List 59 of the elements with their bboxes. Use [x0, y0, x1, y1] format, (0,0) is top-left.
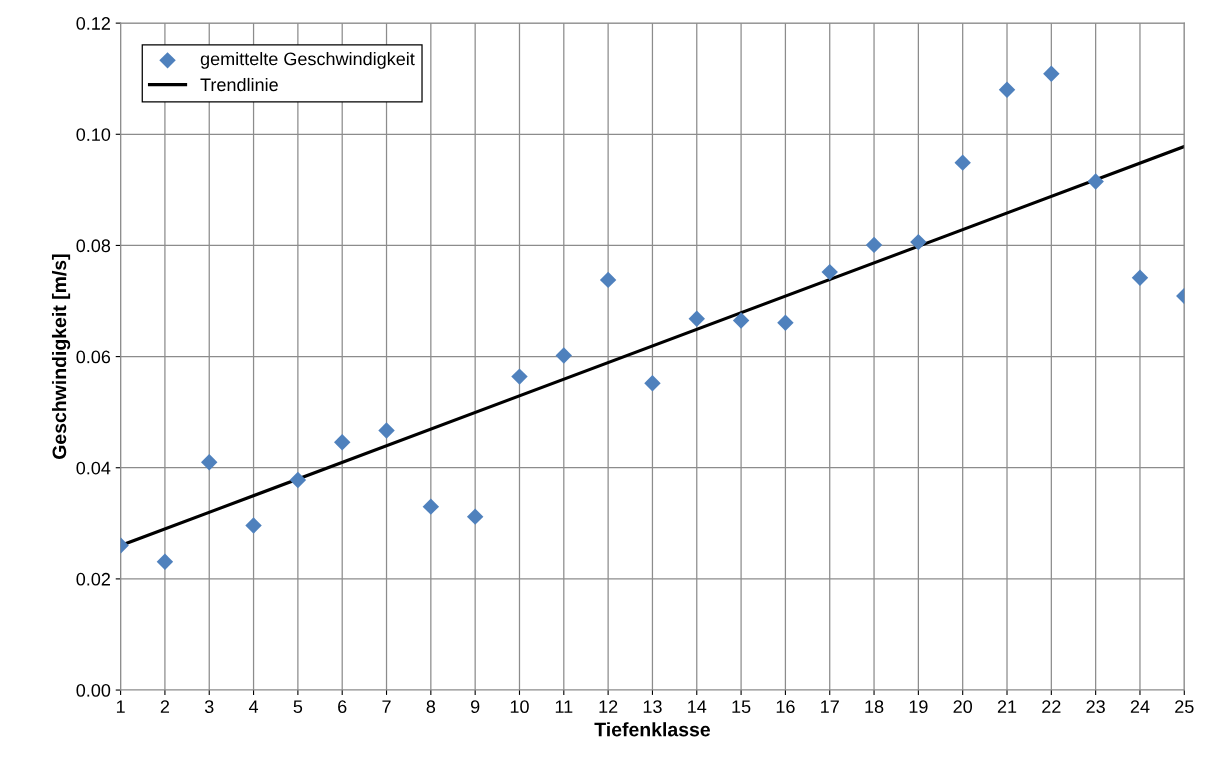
x-tick-label: 14 [688, 700, 707, 713]
x-tick-label: 12 [599, 700, 618, 713]
point [201, 453, 218, 471]
x-tick-label: 17 [821, 700, 839, 713]
x-tick-label: 4 [248, 700, 259, 713]
x-tick-label: 20 [953, 700, 973, 714]
y-tick-label: 0.04 [76, 461, 111, 475]
x-tick-label: 3 [204, 700, 214, 714]
point [1087, 173, 1104, 190]
x-tick-label: 18 [865, 700, 884, 714]
point [644, 375, 661, 392]
point [378, 422, 395, 439]
point [1131, 269, 1149, 286]
y-tick-label: 0.00 [76, 683, 111, 697]
point [1043, 65, 1060, 82]
point [998, 81, 1016, 99]
point [777, 314, 794, 331]
point [333, 433, 351, 451]
x-tick-label: 7 [382, 700, 391, 713]
x-tick-label: 24 [1130, 700, 1150, 713]
x-tick-label: 15 [732, 700, 751, 714]
point [910, 233, 927, 251]
x-tick-label: 13 [643, 700, 662, 714]
point [511, 368, 528, 385]
x-tick-label: 2 [160, 700, 170, 713]
x-tick-label: 8 [426, 700, 436, 714]
point [821, 263, 838, 281]
point [688, 310, 705, 328]
y-tick-label: 0.10 [76, 128, 111, 141]
point [865, 236, 883, 254]
point [156, 553, 174, 570]
x-tick-label: 9 [470, 700, 480, 714]
x-tick-label: 5 [293, 700, 303, 714]
y-tick-label: 0.12 [76, 17, 110, 30]
point [289, 471, 307, 489]
x-tick-label: 16 [776, 700, 795, 714]
point [245, 517, 262, 534]
x-tick-label: 10 [510, 700, 529, 714]
x-tick-label: 21 [997, 700, 1017, 713]
legend-label: gemittelte Geschwindigkeit [200, 52, 415, 69]
x-tick-label: 23 [1086, 700, 1105, 714]
y-axis-title: Geschwindigkeit [m/s] [51, 254, 71, 459]
y-tick-label: 0.08 [76, 239, 111, 253]
point [954, 154, 971, 171]
x-tick-label: 25 [1175, 700, 1194, 714]
y-tick-label: 0.02 [76, 572, 110, 586]
x-tick-label: 6 [338, 700, 347, 714]
y-tick-label: 0.06 [76, 350, 111, 364]
x-tick-label: 19 [909, 700, 928, 714]
point [466, 508, 484, 525]
point [599, 271, 617, 289]
point [555, 347, 573, 364]
x-axis-title: Tiefenklasse [594, 722, 710, 737]
point [732, 312, 750, 329]
x-tick-label: 11 [555, 700, 573, 713]
point [422, 498, 440, 515]
x-tick-label: 1 [116, 700, 125, 713]
legend-label: Trendlinie [200, 77, 278, 92]
x-tick-label: 22 [1042, 700, 1061, 713]
